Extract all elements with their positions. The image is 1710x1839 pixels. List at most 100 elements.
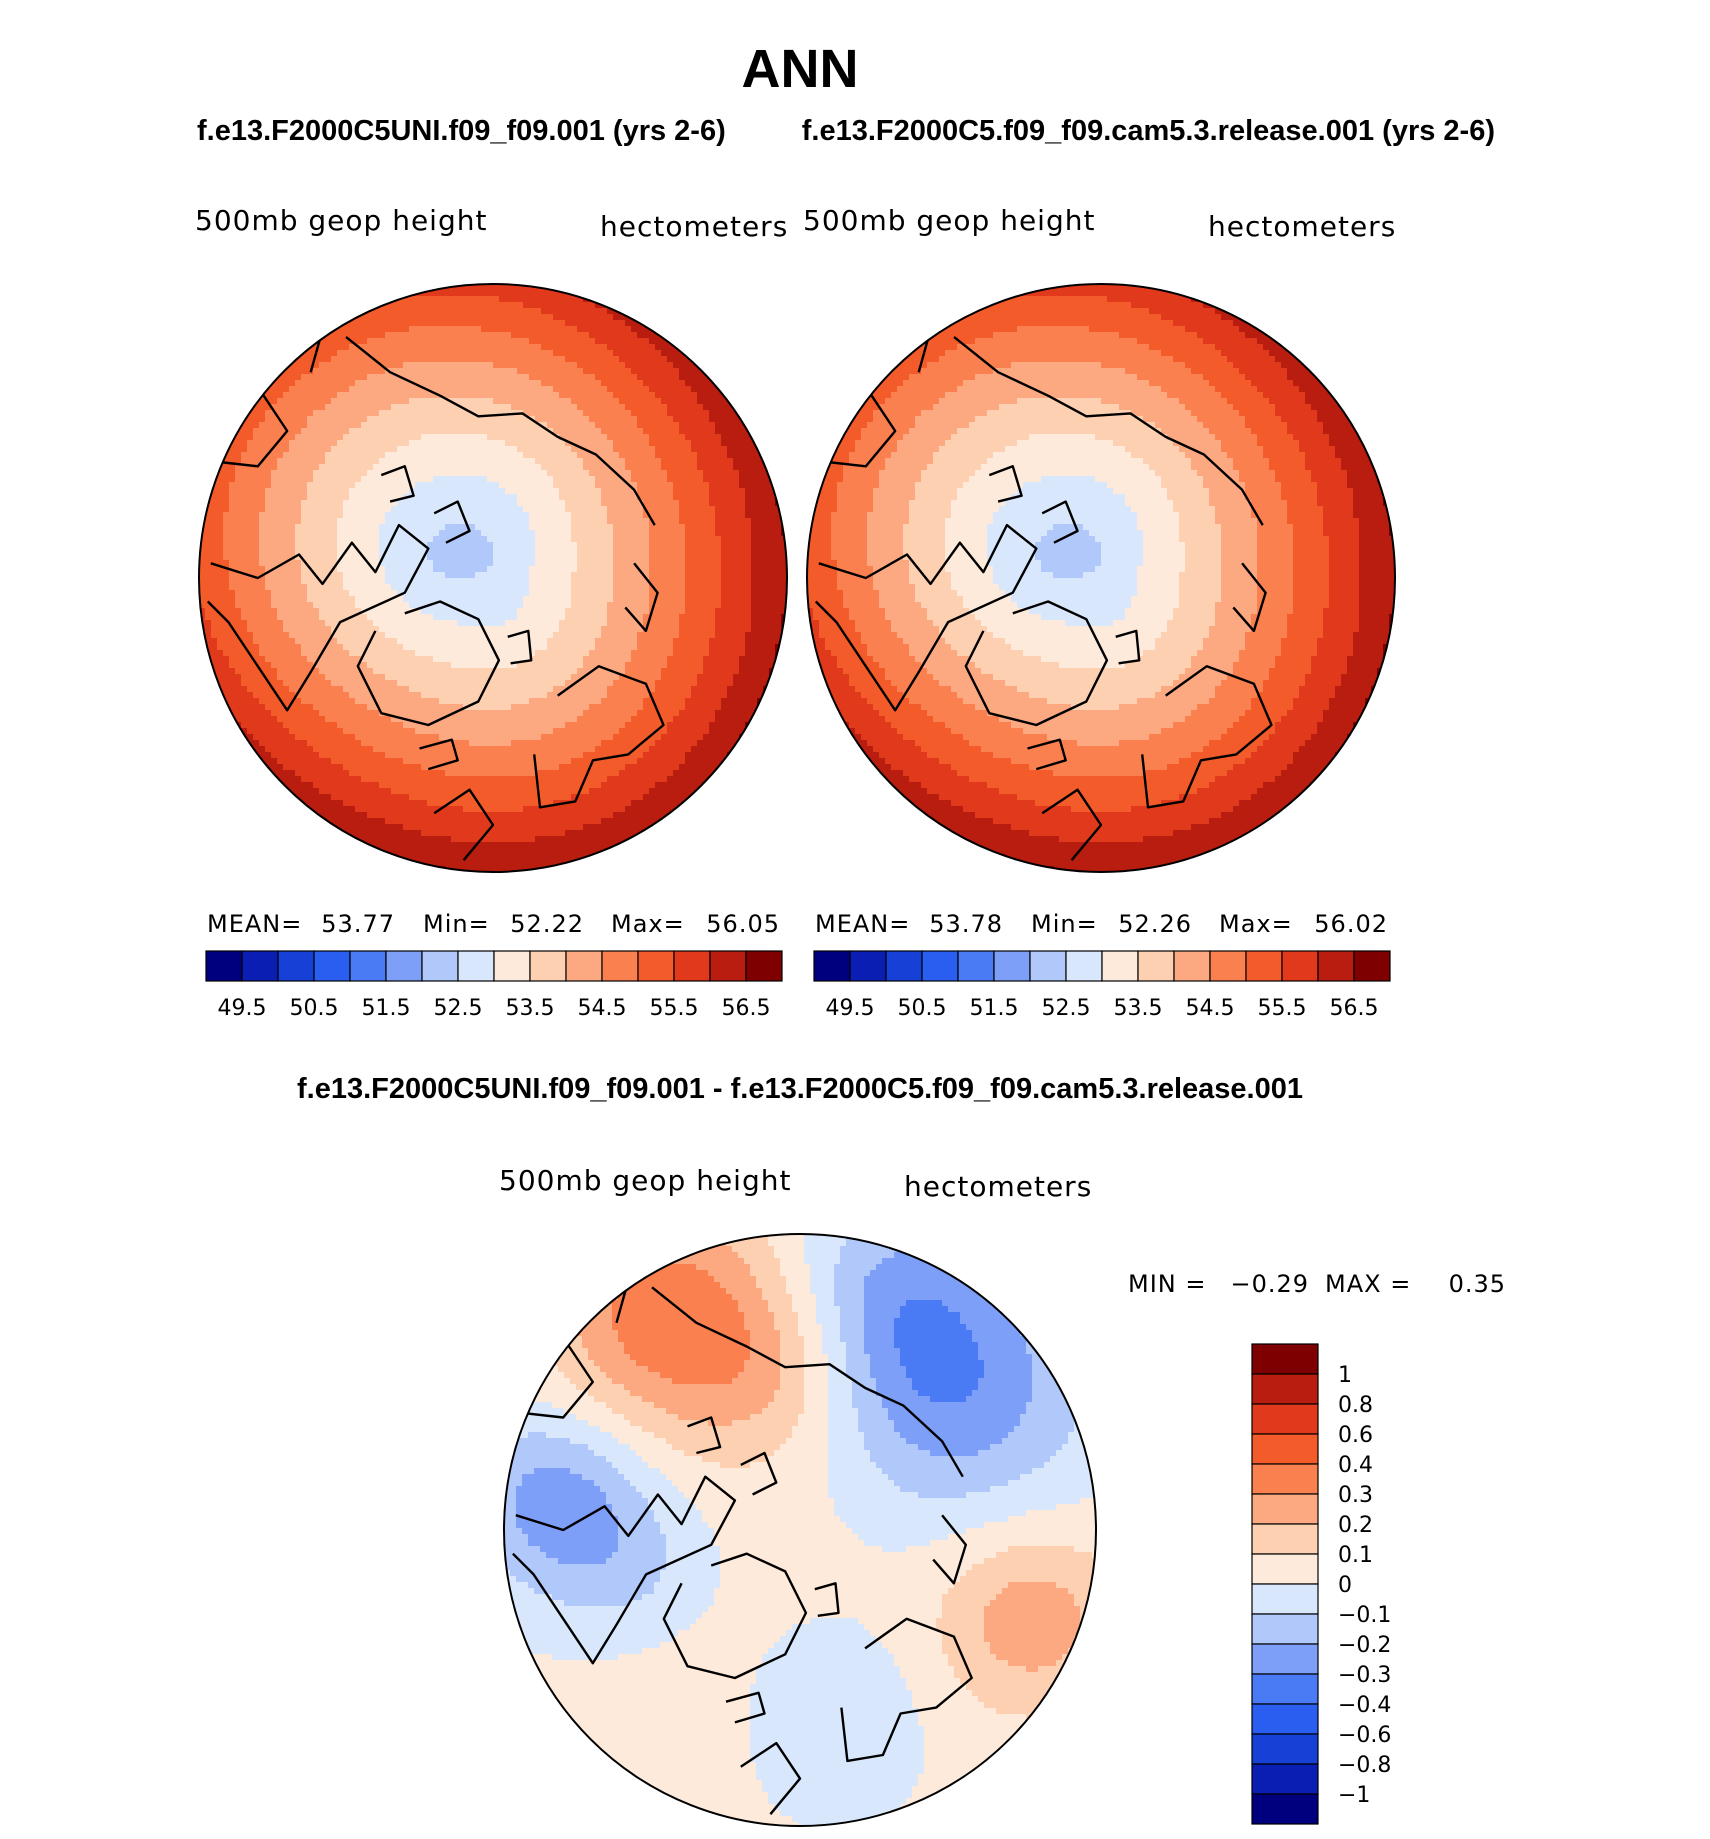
contour-cell (283, 542, 290, 549)
contour-cell (463, 506, 470, 513)
contour-cell (409, 374, 416, 381)
contour-cell (589, 482, 596, 489)
contour-cell (475, 446, 482, 453)
contour-cell (727, 536, 734, 543)
contour-cell (403, 542, 410, 549)
contour-cell (613, 374, 620, 381)
contour-cell (403, 350, 410, 357)
contour-cell (307, 458, 314, 465)
contour-cell (679, 602, 686, 609)
contour-cell (331, 470, 338, 477)
contour-cell (691, 548, 698, 555)
contour-cell (271, 518, 278, 525)
contour-cell (667, 536, 674, 543)
contour-cell (739, 560, 746, 567)
contour-cell (571, 308, 578, 315)
contour-cell (589, 620, 596, 627)
contour-cell (331, 452, 338, 459)
contour-cell (397, 434, 404, 441)
contour-cell (565, 434, 572, 441)
contour-cell (403, 572, 410, 579)
contour-cell (709, 476, 716, 483)
contour-cell (361, 362, 368, 369)
contour-cell (421, 446, 428, 453)
contour-cell (409, 308, 416, 315)
contour-cell (259, 542, 266, 549)
contour-cell (469, 374, 476, 381)
contour-cell (715, 614, 722, 621)
contour-cell (625, 470, 632, 477)
contour-cell (487, 536, 494, 543)
contour-cell (547, 404, 554, 411)
contour-cell (379, 356, 386, 363)
contour-cell (421, 356, 428, 363)
contour-cell (769, 452, 776, 459)
contour-cell (733, 488, 740, 495)
contour-cell (721, 404, 728, 411)
contour-cell (685, 428, 692, 435)
contour-cell (319, 428, 326, 435)
contour-cell (577, 560, 584, 567)
contour-cell (301, 416, 308, 423)
contour-cell (589, 602, 596, 609)
contour-cell (583, 452, 590, 459)
contour-cell (697, 542, 704, 549)
contour-cell (373, 428, 380, 435)
contour-cell (463, 602, 470, 609)
contour-cell (205, 578, 212, 585)
contour-cell (361, 596, 368, 603)
contour-cell (481, 380, 488, 387)
contour-cell (445, 392, 452, 399)
contour-cell (313, 458, 320, 465)
contour-cell (505, 608, 512, 615)
contour-cell (649, 410, 656, 417)
contour-cell (403, 422, 410, 429)
contour-cell (775, 554, 782, 561)
contour-cell (277, 434, 284, 441)
contour-cell (211, 590, 218, 597)
contour-cell (649, 578, 656, 585)
contour-cell (721, 536, 728, 543)
contour-cell (475, 590, 482, 597)
contour-cell (511, 362, 518, 369)
contour-cell (505, 590, 512, 597)
contour-cell (403, 344, 410, 351)
contour-cell (241, 572, 248, 579)
contour-cell (547, 392, 554, 399)
contour-cell (337, 458, 344, 465)
contour-cell (511, 398, 518, 405)
contour-cell (547, 548, 554, 555)
contour-cell (547, 452, 554, 459)
contour-cell (607, 380, 614, 387)
contour-cell (499, 440, 506, 447)
contour-cell (367, 566, 374, 573)
contour-cell (373, 470, 380, 477)
contour-cell (493, 578, 500, 585)
contour-cell (391, 458, 398, 465)
contour-cell (583, 572, 590, 579)
contour-cell (475, 476, 482, 483)
contour-cell (553, 380, 560, 387)
contour-cell (697, 596, 704, 603)
contour-cell (475, 320, 482, 327)
contour-cell (493, 518, 500, 525)
contour-cell (319, 500, 326, 507)
contour-cell (319, 620, 326, 627)
contour-cell (319, 584, 326, 591)
contour-cell (355, 320, 362, 327)
contour-cell (253, 458, 260, 465)
contour-cell (301, 614, 308, 621)
contour-cell (475, 350, 482, 357)
contour-cell (673, 602, 680, 609)
contour-cell (331, 632, 338, 639)
contour-cell (235, 434, 242, 441)
contour-cell (295, 458, 302, 465)
contour-cell (667, 398, 674, 405)
contour-cell (397, 482, 404, 489)
contour-cell (253, 476, 260, 483)
contour-cell (361, 302, 368, 309)
contour-cell (217, 572, 224, 579)
contour-cell (541, 464, 548, 471)
contour-cell (463, 320, 470, 327)
contour-cell (325, 464, 332, 471)
